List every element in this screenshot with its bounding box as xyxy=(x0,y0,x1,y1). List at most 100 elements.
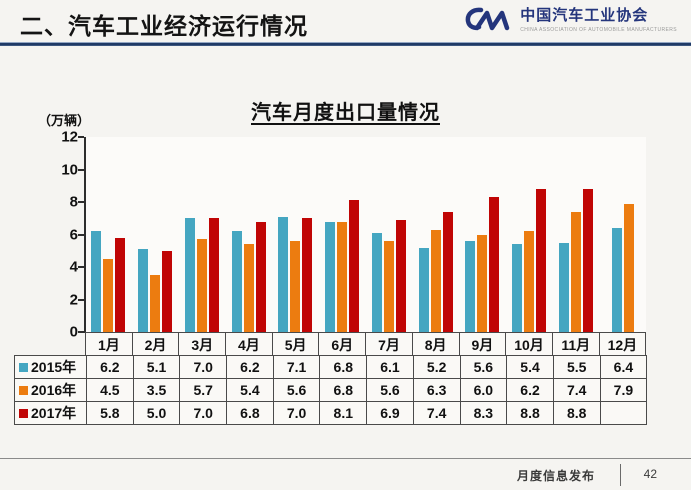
value-cell: 6.8 xyxy=(319,378,368,402)
bar-group-3月 xyxy=(179,137,226,332)
value-cell: 5.4 xyxy=(506,355,554,379)
y-tick-label: 12 xyxy=(61,128,78,146)
value-cell: 5.1 xyxy=(132,355,181,379)
value-cell: 8.1 xyxy=(319,401,368,425)
bar-2017年-1月 xyxy=(115,237,126,332)
value-cell: 7.1 xyxy=(272,355,321,379)
value-cell: 8.3 xyxy=(459,401,508,425)
month-label: 8月 xyxy=(411,332,460,357)
logo-monogram-icon xyxy=(465,6,513,41)
bar-2015年-7月 xyxy=(371,232,382,332)
value-cell: 6.9 xyxy=(366,401,414,425)
value-cell: 4.5 xyxy=(86,378,134,402)
bar-2015年-3月 xyxy=(184,218,195,332)
bar-2015年-2月 xyxy=(138,249,149,332)
value-cell: 6.2 xyxy=(506,378,554,402)
bar-2017年-9月 xyxy=(489,197,500,332)
value-cell: 6.8 xyxy=(319,355,368,379)
bar-2016年-9月 xyxy=(477,234,488,332)
bar-2015年-9月 xyxy=(465,241,476,332)
value-cell: 5.6 xyxy=(366,378,414,402)
bar-group-10月 xyxy=(506,137,553,332)
y-tick-label: 2 xyxy=(69,291,78,308)
value-cell: 7.4 xyxy=(412,401,461,425)
bar-2016年-3月 xyxy=(196,239,207,332)
value-cell: 5.6 xyxy=(459,355,508,379)
bar-group-7月 xyxy=(366,137,413,332)
bar-group-2月 xyxy=(132,137,179,332)
y-tick-label: 0 xyxy=(69,323,78,341)
month-label: 6月 xyxy=(318,332,367,357)
value-cell xyxy=(599,401,648,425)
y-tick-label: 6 xyxy=(69,226,78,243)
bar-group-8月 xyxy=(412,137,459,332)
month-label: 10月 xyxy=(505,332,553,357)
bar-2015年-10月 xyxy=(512,244,523,332)
bar-group-12月 xyxy=(599,137,646,332)
footer-label: 月度信息发布 xyxy=(516,469,595,483)
y-tick-mark xyxy=(78,233,84,236)
value-cell: 5.8 xyxy=(86,401,134,425)
bar-chart xyxy=(85,137,646,332)
plot-area xyxy=(86,137,646,332)
bar-2015年-8月 xyxy=(418,247,429,332)
bar-2017年-5月 xyxy=(302,218,313,332)
org-logo: 中国汽车工业协会 CHINA ASSOCIATION OF AUTOMOBILE… xyxy=(465,4,677,41)
month-label: 3月 xyxy=(178,332,227,357)
legend-swatch-icon xyxy=(19,385,28,395)
legend-swatch-icon xyxy=(19,408,28,418)
bar-2017年-4月 xyxy=(255,221,266,332)
value-cell: 8.8 xyxy=(552,401,601,425)
x-axis-labels: 1月 2月 3月 4月 5月 6月 7月 8月 9月 10月 11月 12月 xyxy=(85,332,647,357)
value-cell: 8.8 xyxy=(506,401,554,425)
value-cell: 5.4 xyxy=(226,378,274,402)
y-tick-mark xyxy=(78,331,84,333)
y-axis-unit-label: （万辆） xyxy=(38,113,91,128)
month-label: 11月 xyxy=(551,332,600,357)
table-row-2017年: 2017年 5.8 5.0 7.0 6.8 7.0 8.1 6.9 7.4 8.3 8.8 8.8 xyxy=(14,401,648,425)
bar-group-4月 xyxy=(225,137,272,332)
bar-2016年-11月 xyxy=(570,211,581,332)
value-cell: 5.5 xyxy=(552,355,601,379)
footer-vertical-divider xyxy=(620,464,621,486)
y-tick-mark xyxy=(78,168,84,171)
legend-cell: 2015年 xyxy=(14,355,87,379)
legend-cell: 2016年 xyxy=(14,378,87,402)
bar-2016年-5月 xyxy=(290,241,301,332)
value-cell: 6.2 xyxy=(226,355,274,379)
y-tick-label: 8 xyxy=(69,193,78,211)
bar-2017年-6月 xyxy=(349,200,360,332)
month-label: 7月 xyxy=(365,332,413,357)
legend-swatch-icon xyxy=(19,362,28,372)
table-row-2015年: 2015年 6.2 5.1 7.0 6.2 7.1 6.8 6.1 5.2 5.6 5.4 5.5 6.… xyxy=(14,355,648,379)
month-label: 2月 xyxy=(131,332,180,357)
y-axis-line xyxy=(84,137,86,333)
footer-divider xyxy=(0,458,691,459)
legend-cell: 2017年 xyxy=(14,401,87,425)
bar-2016年-10月 xyxy=(524,231,535,332)
bar-2016年-6月 xyxy=(337,221,348,332)
footer: 月度信息发布 42 xyxy=(0,464,691,488)
bar-2016年-8月 xyxy=(430,229,441,332)
bar-group-1月 xyxy=(85,137,132,332)
value-cell: 5.0 xyxy=(132,401,181,425)
bar-2015年-5月 xyxy=(278,216,289,332)
value-cell: 6.0 xyxy=(459,378,508,402)
page-number: 42 xyxy=(643,467,657,481)
chart-title: 汽车月度出口量情况 xyxy=(251,102,440,124)
value-cell: 7.0 xyxy=(272,401,321,425)
y-tick-mark xyxy=(78,298,84,301)
bar-2016年-7月 xyxy=(383,241,394,332)
month-label: 4月 xyxy=(225,332,273,357)
page-title: 二、汽车工业经济运行情况 xyxy=(20,13,308,39)
value-cell: 6.2 xyxy=(86,355,134,379)
bar-group-5月 xyxy=(272,137,319,332)
value-cell: 6.8 xyxy=(226,401,274,425)
month-label: 9月 xyxy=(458,332,507,357)
bar-2015年-1月 xyxy=(91,231,102,332)
y-tick-label: 4 xyxy=(69,258,78,276)
value-cell: 7.0 xyxy=(179,355,228,379)
value-cell: 6.3 xyxy=(412,378,461,402)
bar-2017年-8月 xyxy=(442,211,453,332)
